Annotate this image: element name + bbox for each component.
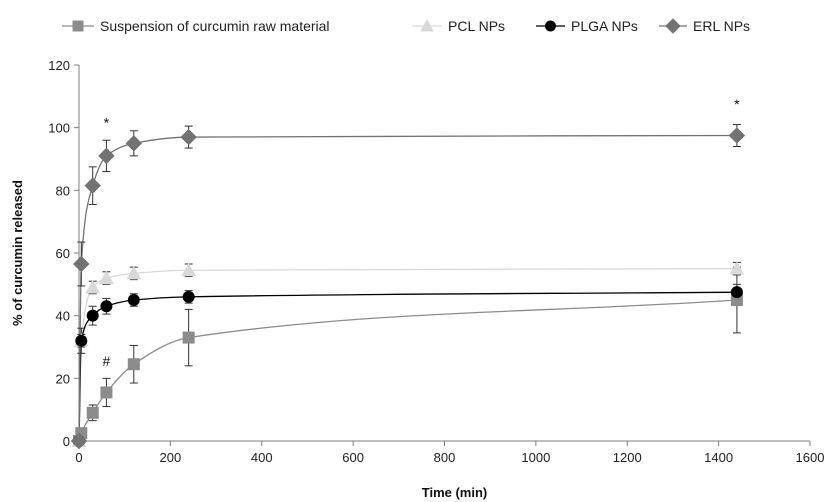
y-tick-label: 60 — [56, 246, 70, 261]
data-points — [70, 127, 746, 450]
x-axis-title: Time (min) — [422, 485, 488, 500]
data-point — [73, 255, 90, 273]
y-axis-title: % of curcumin released — [10, 180, 25, 326]
data-point — [84, 177, 101, 194]
data-point — [126, 265, 142, 280]
annotations: * # * — [103, 96, 741, 369]
data-point — [70, 432, 88, 450]
annotation-label: # — [103, 353, 111, 369]
data-point — [125, 135, 143, 152]
x-tick-label: 1400 — [704, 450, 733, 465]
legend-label: PCL NPs — [448, 18, 505, 34]
legend-label: ERL NPs — [693, 18, 750, 34]
legend-label: Suspension of curcumin raw material — [100, 18, 330, 34]
data-point — [180, 128, 197, 146]
data-point — [99, 270, 114, 285]
x-tick-label: 200 — [160, 450, 182, 465]
data-point — [728, 127, 746, 144]
x-tick-label: 400 — [251, 450, 273, 465]
y-tick-label: 120 — [48, 58, 70, 73]
data-point — [127, 358, 140, 371]
y-tick-label: 0 — [63, 434, 70, 449]
y-tick-label: 40 — [56, 309, 70, 324]
annotation-label: * — [104, 115, 110, 131]
data-point — [730, 286, 743, 299]
x-tick-label: 0 — [75, 450, 82, 465]
data-point — [100, 300, 113, 313]
data-point — [182, 290, 195, 303]
fit-curve — [78, 299, 737, 442]
legend-marker — [420, 18, 434, 32]
legend-marker — [665, 18, 681, 34]
data-point — [729, 261, 745, 275]
y-tick-label: 20 — [56, 371, 70, 386]
x-tick-label: 1200 — [613, 450, 642, 465]
legend: Suspension of curcumin raw material PCL N… — [62, 18, 750, 34]
data-point — [98, 147, 115, 165]
data-point — [100, 386, 113, 399]
fit-curve — [78, 134, 737, 442]
data-point — [86, 406, 99, 419]
data-point — [75, 334, 88, 347]
x-tick-label: 600 — [342, 450, 364, 465]
data-point — [85, 279, 101, 294]
fit-curve — [78, 291, 737, 442]
error-bars — [77, 124, 741, 437]
y-tick-label: 100 — [48, 121, 70, 136]
legend-label: PLGA NPs — [571, 18, 638, 34]
data-point — [86, 309, 99, 322]
data-point — [127, 294, 140, 306]
data-point — [181, 262, 196, 277]
annotation-label: * — [734, 96, 740, 112]
y-tick-label: 80 — [56, 183, 70, 198]
x-tick-label: 1600 — [796, 450, 825, 465]
fit-curves — [78, 134, 737, 442]
legend-marker — [545, 20, 556, 32]
x-tick-label: 800 — [434, 450, 456, 465]
legend-marker — [72, 20, 84, 32]
data-point — [182, 331, 195, 344]
x-tick-label: 1000 — [521, 450, 550, 465]
